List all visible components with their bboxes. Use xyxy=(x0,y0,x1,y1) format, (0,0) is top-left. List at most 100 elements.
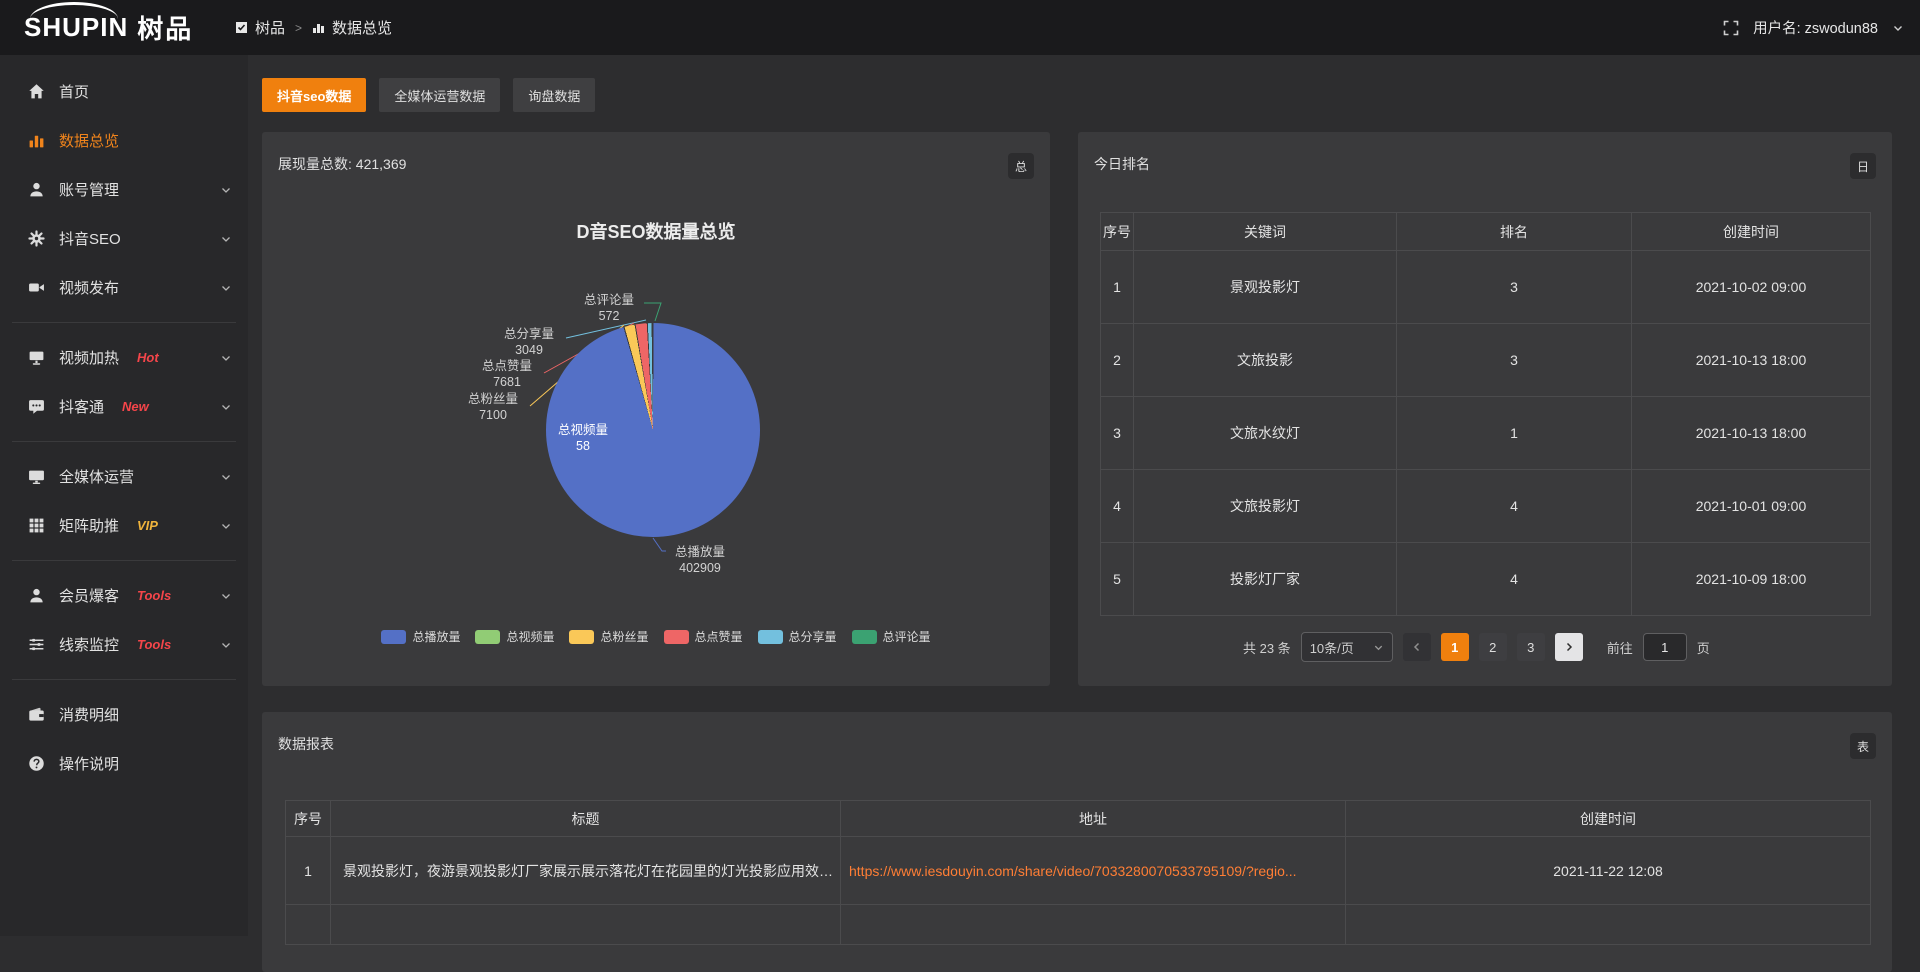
chevron-down-icon xyxy=(220,184,232,196)
col-header-created: 创建时间 xyxy=(1345,800,1871,837)
created-time: 2021-11-22 12:08 xyxy=(1345,836,1871,905)
sidebar-item-label: 抖客通 xyxy=(59,399,105,416)
pie-label-comments: 总评论量 572 xyxy=(583,293,634,324)
col-header-url: 地址 xyxy=(840,800,1346,837)
legend-label: 总视频量 xyxy=(506,630,555,644)
table-view-button[interactable]: 表 xyxy=(1850,733,1876,759)
sidebar-item-member-burst[interactable]: 会员爆客 Tools xyxy=(0,571,248,620)
sidebar-item-video-heat[interactable]: 视频加热 Hot xyxy=(0,333,248,382)
legend-label: 总播放量 xyxy=(412,630,461,644)
tools-badge: Tools xyxy=(137,637,172,652)
chart-legend: 总播放量 总视频量 总粉丝量 总点赞量 总分享量 总评论量 xyxy=(262,628,1050,645)
pie-label-fans: 总粉丝量 7100 xyxy=(467,392,518,423)
daily-view-button[interactable]: 日 xyxy=(1850,153,1876,179)
legend-item[interactable]: 总评论量 xyxy=(851,628,931,645)
username-label[interactable]: 用户名: zswodun88 xyxy=(1753,21,1878,37)
chevron-down-icon xyxy=(220,233,232,245)
col-header-rank: 排名 xyxy=(1396,212,1632,251)
sidebar-item-video-publish[interactable]: 视频发布 xyxy=(0,263,248,312)
sidebar: 首页 数据总览 账号管理 抖音SEO 视频发布 视频加热 Hot 抖客通 New… xyxy=(0,55,248,936)
sidebar-divider xyxy=(12,560,236,561)
legend-chip-icon xyxy=(663,629,689,644)
pie-chart[interactable] xyxy=(546,323,760,537)
sliders-icon xyxy=(29,638,44,651)
chevron-down-icon xyxy=(220,401,232,413)
pie-chart-area: D音SEO数据量总览 总评论量 572 总分享量 3049 总点赞量 7681 总粉丝… xyxy=(262,132,1050,686)
video-title: 景观投影灯，夜游景观投影灯厂家展示展示落花灯在花园里的灯光投影应用效果 # xyxy=(330,836,841,905)
fullscreen-icon[interactable] xyxy=(1723,20,1739,36)
sidebar-item-account[interactable]: 账号管理 xyxy=(0,165,248,214)
sidebar-item-data-overview[interactable]: 数据总览 xyxy=(0,116,248,165)
sidebar-item-douyin-seo[interactable]: 抖音SEO xyxy=(0,214,248,263)
tab-douyin-seo-data[interactable]: 抖音seo数据 xyxy=(262,78,367,112)
sidebar-item-matrix-boost[interactable]: 矩阵助推 VIP xyxy=(0,501,248,550)
legend-chip-icon xyxy=(475,629,501,644)
overview-card: 展现量总数: 421,369 总 D音SEO数据量总览 总评论量 572 总分享量… xyxy=(262,132,1050,686)
sidebar-item-help[interactable]: 操作说明 xyxy=(0,739,248,788)
legend-item[interactable]: 总分享量 xyxy=(757,628,837,645)
page-button-3[interactable]: 3 xyxy=(1516,633,1545,661)
video-url-link[interactable]: https://www.iesdouyin.com/share/video/70… xyxy=(849,862,1297,879)
table-row: 1 景观投影灯 3 2021-10-02 09:00 xyxy=(1100,250,1871,324)
page-button-2[interactable]: 2 xyxy=(1478,633,1507,661)
sidebar-item-home[interactable]: 首页 xyxy=(0,67,248,116)
legend-label: 总粉丝量 xyxy=(600,630,649,644)
goto-page-input[interactable] xyxy=(1642,633,1687,661)
sidebar-item-label: 全媒体运营 xyxy=(59,469,135,486)
legend-chip-icon xyxy=(381,629,407,644)
chevron-down-icon xyxy=(1374,645,1382,650)
legend-chip-icon xyxy=(757,629,783,644)
sidebar-item-label: 账号管理 xyxy=(59,182,120,199)
sidebar-item-leads-monitor[interactable]: 线索监控 Tools xyxy=(0,620,248,669)
new-badge: New xyxy=(122,399,149,414)
table-row: 4 文旅投影灯 4 2021-10-01 09:00 xyxy=(1100,469,1871,543)
monitor-icon xyxy=(29,470,44,484)
ranking-card-header: 今日排名 日 xyxy=(1078,132,1892,187)
goto-unit-label: 页 xyxy=(1696,640,1710,656)
chevron-down-icon xyxy=(220,590,232,602)
chat-bubble-icon xyxy=(29,400,44,414)
chevron-down-icon xyxy=(220,520,232,532)
grid-icon xyxy=(29,518,44,533)
legend-item[interactable]: 总播放量 xyxy=(381,628,460,645)
chevron-down-icon xyxy=(220,282,232,294)
chevron-down-icon xyxy=(220,471,232,483)
breadcrumb-current[interactable]: 数据总览 xyxy=(332,20,393,37)
sidebar-item-label: 会员爆客 xyxy=(59,588,120,605)
ranking-card: 今日排名 日 序号 关键词 排名 创建时间 1 景观投影灯 3 2021-10-02 … xyxy=(1078,132,1892,686)
logo-text-cn: 树品 xyxy=(137,14,194,44)
sidebar-item-all-media[interactable]: 全媒体运营 xyxy=(0,452,248,501)
pie-label-videos: 总视频量 58 xyxy=(557,423,608,454)
chevron-right-icon xyxy=(1566,642,1572,652)
chart-title: D音SEO数据量总览 xyxy=(576,222,736,242)
next-page-button[interactable] xyxy=(1554,633,1583,661)
sidebar-item-label: 操作说明 xyxy=(59,756,120,773)
page-button-1[interactable]: 1 xyxy=(1440,633,1469,661)
app-logo[interactable]: SHUPIN 树品 xyxy=(24,0,193,55)
sidebar-item-douketong[interactable]: 抖客通 New xyxy=(0,382,248,431)
user-menu-chevron-icon[interactable] xyxy=(1892,22,1904,34)
hot-badge: Hot xyxy=(137,350,159,365)
breadcrumb-current-icon xyxy=(312,21,325,34)
prev-page-button[interactable] xyxy=(1402,633,1431,661)
sidebar-item-consumption[interactable]: 消费明细 xyxy=(0,690,248,739)
breadcrumb-separator: > xyxy=(295,20,303,35)
screen-icon xyxy=(29,351,44,365)
page-size-select[interactable]: 10条/页 xyxy=(1300,632,1393,662)
col-header-title: 标题 xyxy=(330,800,841,837)
tab-all-media-data[interactable]: 全媒体运营数据 xyxy=(379,78,501,112)
overview-card-header: 展现量总数: 421,369 总 xyxy=(262,132,1050,187)
tab-inquiry-data[interactable]: 询盘数据 xyxy=(513,78,596,112)
col-header-no: 序号 xyxy=(1100,212,1134,251)
breadcrumb-root[interactable]: 树品 xyxy=(255,20,286,37)
pie-label-likes: 总点赞量 7681 xyxy=(481,359,532,390)
chevron-left-icon xyxy=(1413,642,1419,652)
sidebar-item-label: 线索监控 xyxy=(59,637,120,654)
legend-item[interactable]: 总点赞量 xyxy=(663,628,743,645)
logo-text-en: SHUPIN xyxy=(24,2,129,42)
legend-item[interactable]: 总视频量 xyxy=(475,628,554,645)
report-card-header: 数据报表 表 xyxy=(262,712,1892,767)
sidebar-item-label: 视频发布 xyxy=(59,280,120,297)
legend-item[interactable]: 总粉丝量 xyxy=(569,628,649,645)
total-view-button[interactable]: 总 xyxy=(1008,153,1034,179)
